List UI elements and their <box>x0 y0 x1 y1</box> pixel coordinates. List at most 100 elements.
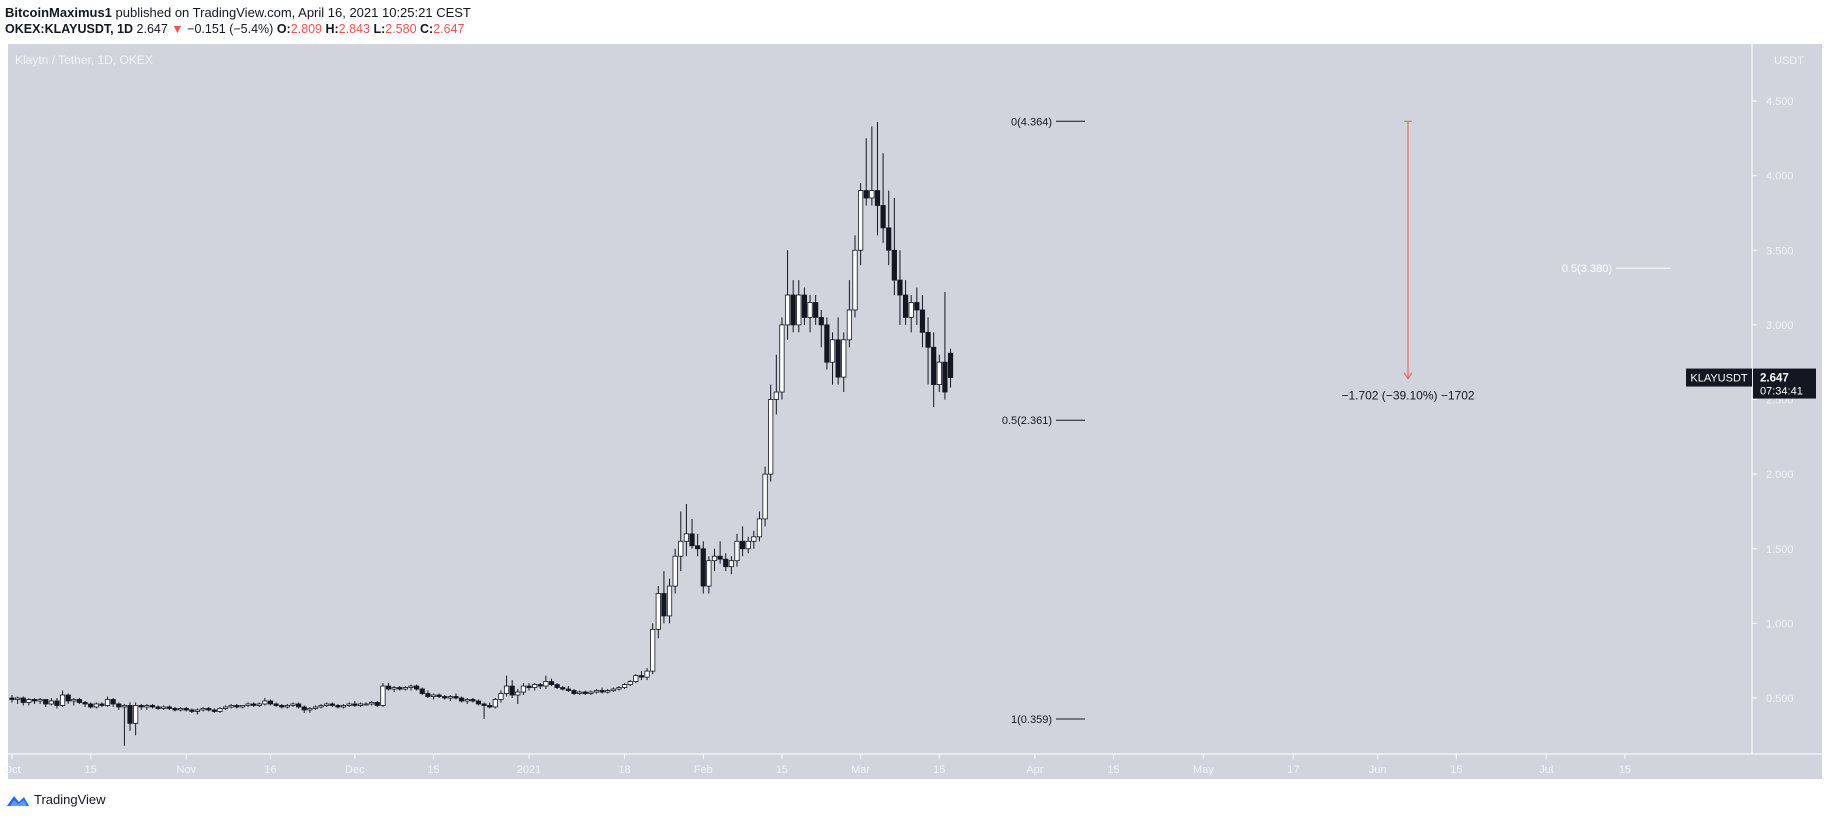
candle-down <box>509 685 515 696</box>
candle-up <box>408 685 414 688</box>
candle-down <box>874 190 881 206</box>
candle-down <box>790 294 796 326</box>
plot-area[interactable] <box>8 44 1752 754</box>
candle-down <box>695 545 701 550</box>
candle-down <box>638 675 645 678</box>
candle-down <box>560 687 566 690</box>
candle-up <box>829 339 836 363</box>
y-tick-label: 3.000 <box>1766 320 1794 332</box>
candle-up <box>256 703 262 706</box>
x-axis[interactable]: Oct 15 Nov 16 Dec 15 2021 18 Feb 15 Mar 15 Apr 15 May 1… <box>3 754 1631 776</box>
candle-down <box>65 694 71 702</box>
candle-up <box>307 708 313 711</box>
countdown-timer: 07:34:41 <box>1760 386 1803 398</box>
candle-down <box>925 331 931 348</box>
candle-up <box>633 675 639 682</box>
candle-up <box>503 685 510 694</box>
tradingview-brand[interactable]: TradingView <box>34 792 106 807</box>
price-range-measure[interactable]: −1.702 (−39.10%) −1702 <box>1341 120 1475 403</box>
x-tick-label: Oct <box>3 764 20 776</box>
candle-up <box>846 309 852 341</box>
fib-levels[interactable]: 0(4.364) 0.5(2.361) 1(0.359) 0.5(3.380) <box>1002 116 1670 726</box>
candle-down <box>740 540 746 550</box>
low-value: 2.580 <box>385 22 417 36</box>
y-axis[interactable]: 4.5004.0003.5003.0002.5002.0001.5001.000… <box>1752 96 1794 705</box>
candle-down <box>824 324 830 363</box>
candle-up <box>93 703 99 708</box>
candle-up <box>290 703 296 706</box>
candle-up <box>796 294 802 326</box>
candle-down <box>919 309 926 333</box>
candle-down <box>76 699 83 703</box>
candle-down <box>554 684 560 688</box>
candle-down <box>414 685 420 690</box>
candle-down <box>717 555 723 560</box>
candle-up <box>262 700 268 705</box>
x-tick-label: Apr <box>1026 764 1043 776</box>
candle-down <box>20 697 26 703</box>
candle-down <box>206 708 212 711</box>
candle-down <box>880 205 886 229</box>
candle-down <box>234 705 240 708</box>
candle-up <box>144 705 150 708</box>
fib-level-label: 0.5(2.361) <box>1002 415 1052 427</box>
candle-up <box>26 699 32 703</box>
x-tick-label: 17 <box>1287 764 1299 776</box>
candle-down <box>891 249 897 281</box>
x-tick-label: Mar <box>851 764 870 776</box>
candle-up <box>284 705 290 708</box>
publish-info: published on TradingView.com, April 16, … <box>115 5 471 20</box>
footer: TradingView <box>6 792 106 807</box>
y-tick-label: 1.500 <box>1766 544 1794 556</box>
candle-up <box>228 705 234 708</box>
close-value: 2.647 <box>433 22 465 36</box>
candle-up <box>621 684 628 688</box>
candle-down <box>863 190 869 199</box>
x-tick-label: Jul <box>1539 764 1553 776</box>
candle-down <box>942 361 948 393</box>
candle-up <box>711 555 718 562</box>
tradingview-logo-icon[interactable] <box>6 793 30 807</box>
candle-up <box>841 339 847 378</box>
y-tick-label: 2.000 <box>1766 469 1794 481</box>
candle-up <box>245 703 251 706</box>
candle-up <box>751 536 757 542</box>
candle-down <box>88 703 94 708</box>
candle-down <box>54 700 60 706</box>
plot-background[interactable] <box>8 44 1752 754</box>
candle-down <box>897 279 903 296</box>
candle-down <box>481 703 487 706</box>
candle-up <box>318 705 324 708</box>
candle-up <box>650 628 656 672</box>
candle-down <box>211 709 217 712</box>
y-tick-label: 3.500 <box>1766 245 1794 257</box>
candle-up <box>666 585 673 617</box>
x-tick-label: 15 <box>933 764 945 776</box>
candle-down <box>329 703 335 706</box>
candle-down <box>700 548 706 587</box>
candle-down <box>902 294 909 318</box>
candle-up <box>869 190 875 199</box>
candle-up <box>520 685 527 693</box>
x-tick-label: Jun <box>1369 764 1387 776</box>
currency-label: USDT <box>1774 55 1804 67</box>
author-name[interactable]: BitcoinMaximus1 <box>5 5 112 20</box>
candle-up <box>464 699 470 702</box>
symbol-label: OKEX:KLAYUSDT, 1D <box>5 22 134 36</box>
candle-down <box>801 294 808 318</box>
candle-up <box>402 687 409 690</box>
candle-down <box>599 690 605 693</box>
candle-up <box>222 706 229 709</box>
candle-down <box>914 302 920 311</box>
candle-down <box>296 703 302 708</box>
candle-down <box>155 706 161 709</box>
price-chart[interactable]: Klaytn / Tether, 1D, OKEX USDT 4.500 4.00… <box>0 0 1828 790</box>
candle-down <box>82 702 88 705</box>
candle-up <box>605 690 611 693</box>
candle-up <box>498 693 504 700</box>
candle-down <box>548 681 555 685</box>
candle-up <box>762 473 768 520</box>
candle-up <box>784 294 791 326</box>
candle-up <box>391 687 397 690</box>
y-tick-label: 4.500 <box>1766 96 1794 108</box>
